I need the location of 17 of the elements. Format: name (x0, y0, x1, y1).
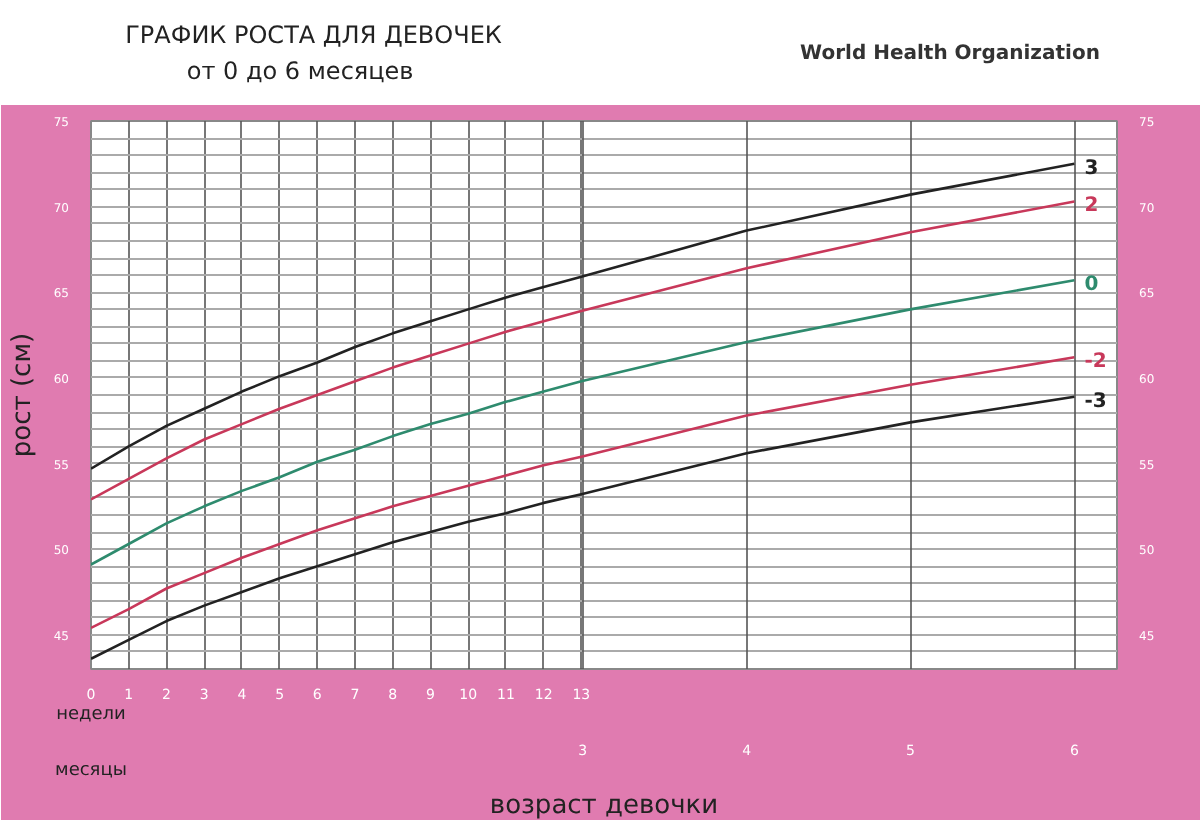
text: месяцы (55, 761, 127, 781)
line-series (91, 356, 1076, 630)
text: World Health Organization (800, 43, 1100, 65)
series-label: 3 (1084, 157, 1099, 180)
line-series (91, 200, 1076, 501)
series-label: -2 (1084, 351, 1107, 374)
series-label: 2 (1084, 195, 1099, 218)
text: недели (56, 705, 127, 725)
chart-subtitle: от 0 до 6 месяцев (186, 57, 414, 85)
line-series (91, 395, 1076, 661)
y-axis-title: рост (см) (7, 332, 38, 458)
line-series (91, 162, 1076, 470)
series-label: -3 (1084, 390, 1107, 413)
x-axis-title: возраст девочки (489, 791, 719, 820)
series-label: 0 (1084, 274, 1099, 297)
chart-title: ГРАФИК РОСТА ДЛЯ ДЕВОЧЕК (125, 21, 503, 49)
line-series (91, 278, 1076, 566)
